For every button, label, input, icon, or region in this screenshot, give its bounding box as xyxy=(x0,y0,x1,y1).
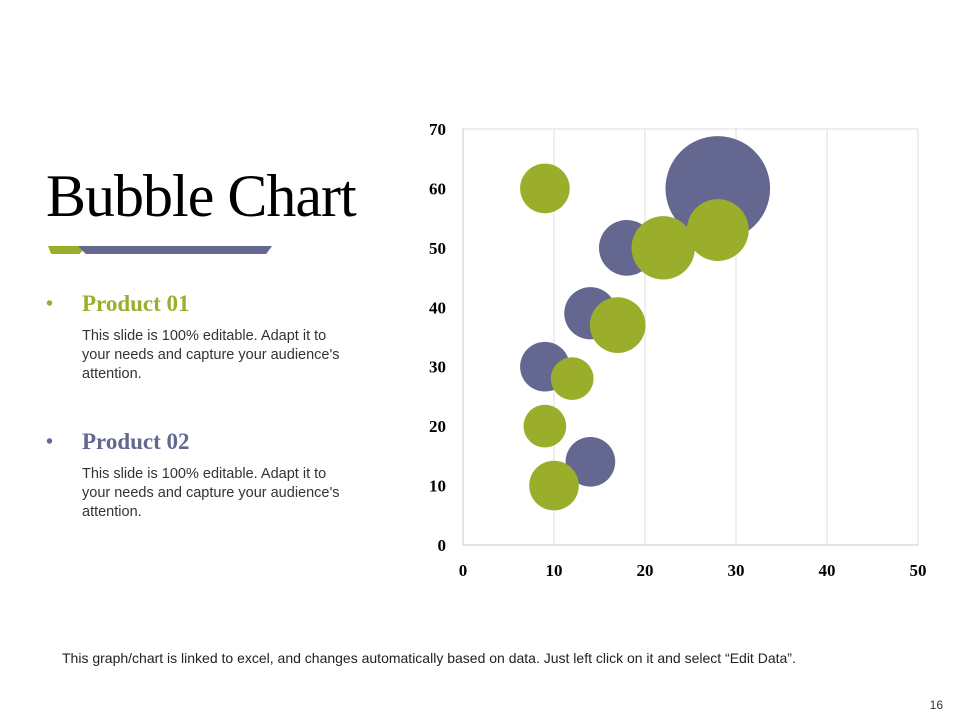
y-tick-label: 20 xyxy=(429,417,446,436)
x-tick-label: 20 xyxy=(637,561,654,580)
product-01-heading: • Product 01 xyxy=(46,291,346,317)
product-02-description: This slide is 100% editable. Adapt it to… xyxy=(82,466,340,520)
bubble-product-01 xyxy=(631,216,695,280)
product-01-description: This slide is 100% editable. Adapt it to… xyxy=(82,328,340,382)
page-number: 16 xyxy=(929,698,943,712)
x-tick-label: 30 xyxy=(728,561,745,580)
product-02-heading: • Product 02 xyxy=(46,429,346,455)
y-tick-label: 10 xyxy=(429,477,446,496)
y-tick-label: 60 xyxy=(429,179,446,198)
bullet-icon: • xyxy=(46,292,54,315)
product-02-name: Product 02 xyxy=(82,429,190,454)
underline-navy-segment xyxy=(78,246,272,254)
product-01-block: • Product 01 This slide is 100% editable… xyxy=(46,291,346,384)
y-tick-label: 70 xyxy=(429,120,446,139)
bubble-product-01 xyxy=(550,357,594,400)
y-tick-label: 50 xyxy=(429,239,446,258)
product-02-block: • Product 02 This slide is 100% editable… xyxy=(46,429,346,522)
underline-green-segment xyxy=(48,246,88,254)
footnote: This graph/chart is linked to excel, and… xyxy=(62,650,796,666)
bubble-product-01 xyxy=(520,163,570,214)
x-tick-label: 50 xyxy=(910,561,927,580)
x-tick-label: 10 xyxy=(546,561,563,580)
x-tick-label: 0 xyxy=(459,561,468,580)
y-tick-label: 30 xyxy=(429,358,446,377)
bubble-product-01 xyxy=(523,404,567,448)
bubble-product-02 xyxy=(565,436,616,487)
y-tick-label: 0 xyxy=(438,536,447,555)
slide-title: Bubble Chart xyxy=(46,163,357,229)
bubble-chart[interactable]: 0 10 20 30 40 50 0 10 20 30 40 50 60 70 xyxy=(0,0,960,620)
product-01-name: Product 01 xyxy=(82,291,190,316)
bullet-icon: • xyxy=(46,430,54,453)
bubble-product-01 xyxy=(686,199,749,261)
y-tick-label: 40 xyxy=(429,298,446,317)
bubble-product-01 xyxy=(589,297,646,353)
title-underline xyxy=(48,246,272,254)
x-tick-label: 40 xyxy=(819,561,836,580)
bubble-product-01 xyxy=(529,460,579,511)
